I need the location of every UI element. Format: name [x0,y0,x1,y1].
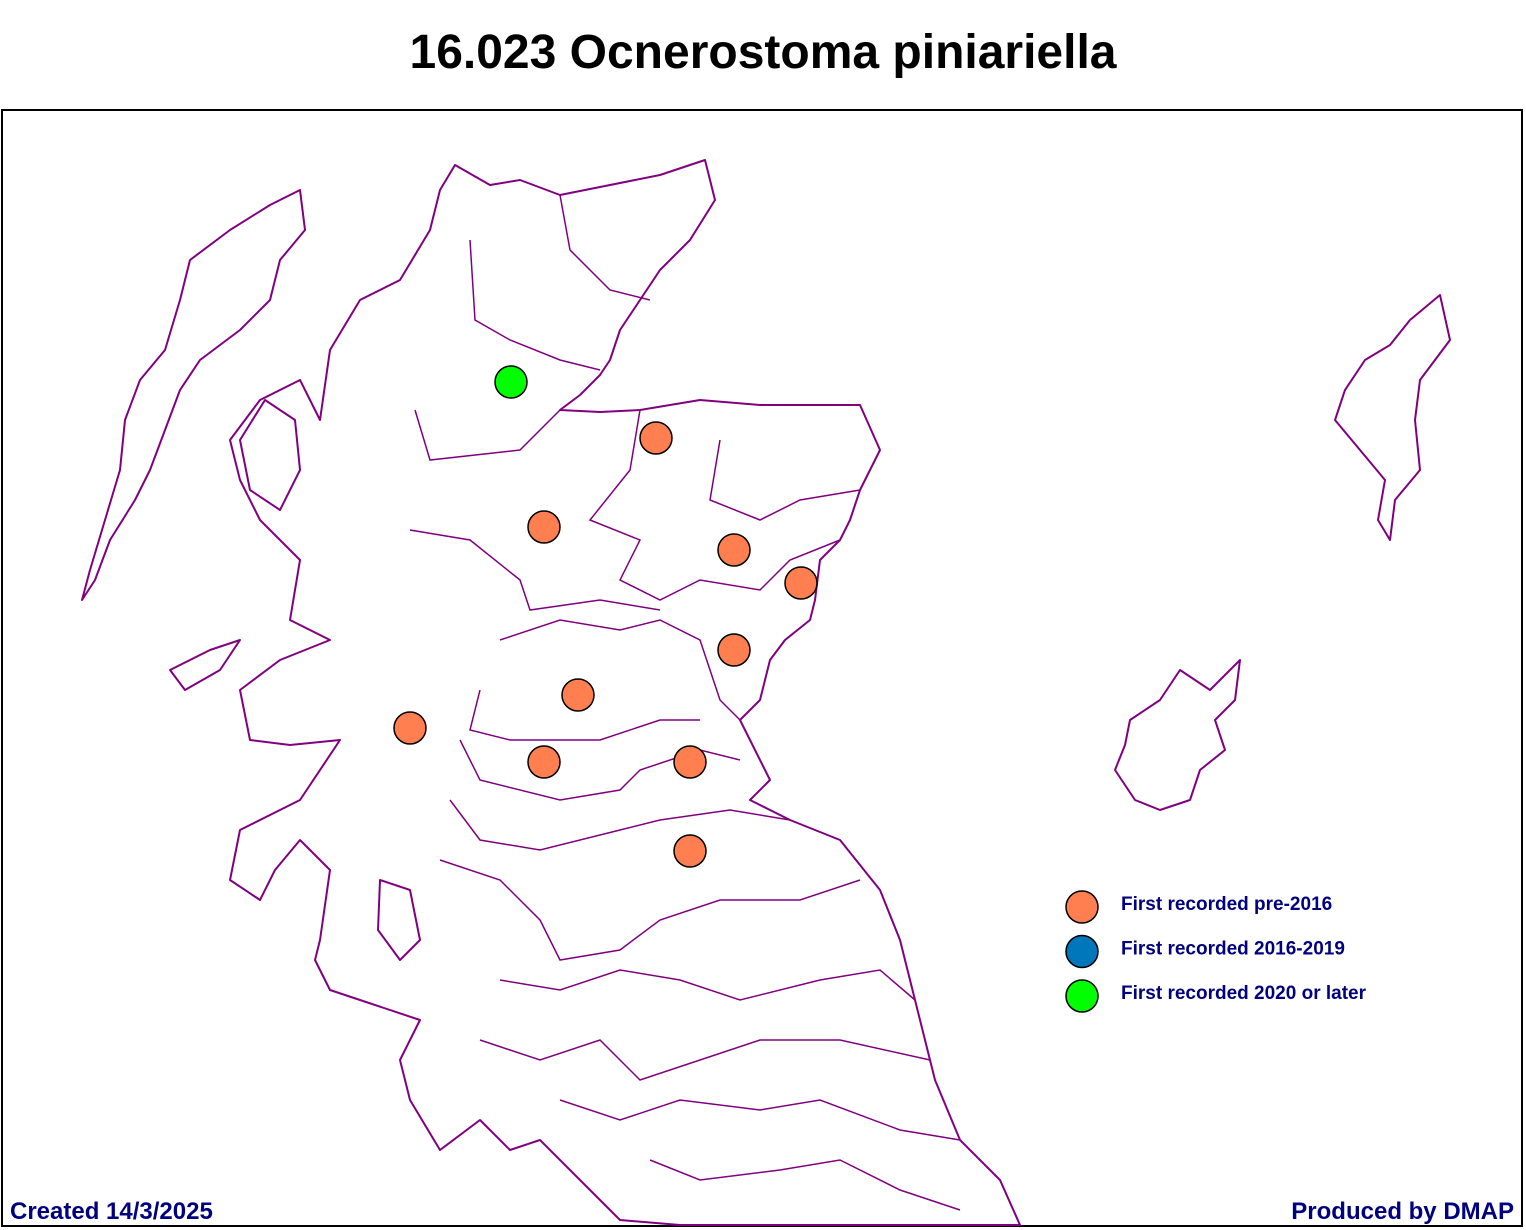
record-dot [393,711,427,745]
county-borders [409,194,961,1211]
record-dot [527,745,561,779]
map-outline [81,159,1451,1226]
record-dot [673,834,707,868]
legend-swatch [1065,890,1099,924]
shetland [1334,294,1451,541]
legend-swatch [1065,979,1099,1013]
legend: First recorded pre-2016 First recorded 20… [1065,890,1367,1013]
skye [239,399,301,511]
produced-note: Produced by DMAP [1291,1198,1514,1225]
record-dot [784,566,818,600]
record-dot [673,745,707,779]
created-note: Created 14/3/2025 [10,1198,213,1225]
record-dot [717,633,751,667]
record-dots [393,365,818,868]
record-dot [639,421,673,455]
record-dot [561,678,595,712]
island [169,639,241,691]
record-dot [494,365,528,399]
mainland-coast [229,159,1021,1226]
map-title: 16.023 Ocnerostoma piniariella [410,26,1117,79]
outer-hebrides [81,189,306,601]
legend-label: First recorded 2016-2019 [1121,939,1345,960]
legend-swatch [1065,934,1099,969]
legend-label: First recorded 2020 or later [1121,983,1367,1004]
record-dot [717,533,751,567]
record-dot [527,510,561,544]
legend-label: First recorded pre-2016 [1121,894,1332,915]
map-frame [1,109,1523,1227]
orkney [1114,659,1241,811]
arran [377,879,421,961]
